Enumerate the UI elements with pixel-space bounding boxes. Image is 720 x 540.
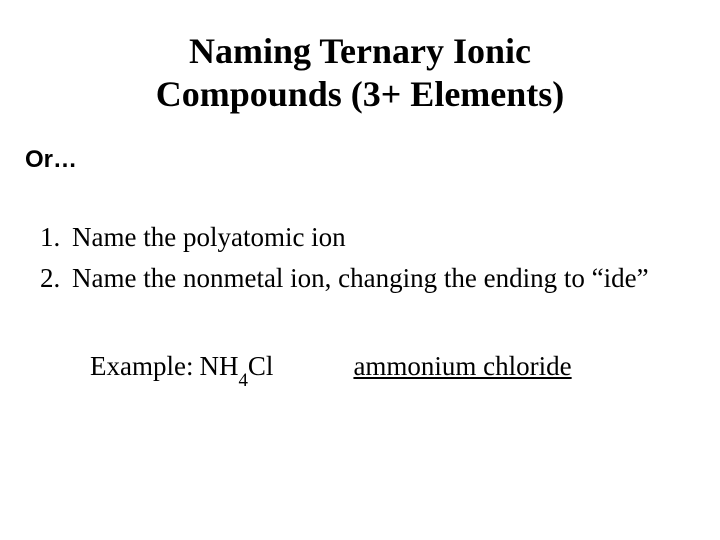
formula-part: NH [199, 351, 238, 381]
list-number: 2. [40, 260, 72, 296]
formula-subscript: 4 [238, 370, 247, 391]
list-item: 2. Name the nonmetal ion, changing the e… [40, 260, 695, 296]
example-row: Example: NH4Cl ammonium chloride [90, 351, 695, 387]
list-number: 1. [40, 219, 72, 255]
title-line-2: Compounds (3+ Elements) [156, 74, 565, 114]
slide-title: Naming Ternary Ionic Compounds (3+ Eleme… [25, 30, 695, 116]
list-item: 1. Name the polyatomic ion [40, 219, 695, 255]
example-label: Example: [90, 351, 193, 382]
subtitle: Or… [25, 146, 695, 174]
list-text: Name the polyatomic ion [72, 219, 346, 255]
steps-list: 1. Name the polyatomic ion 2. Name the n… [40, 219, 695, 296]
list-text: Name the nonmetal ion, changing the endi… [72, 260, 649, 296]
chemical-formula: NH4Cl [199, 351, 273, 387]
title-line-1: Naming Ternary Ionic [189, 31, 531, 71]
example-answer: ammonium chloride [353, 351, 571, 382]
formula-part: Cl [248, 351, 274, 381]
